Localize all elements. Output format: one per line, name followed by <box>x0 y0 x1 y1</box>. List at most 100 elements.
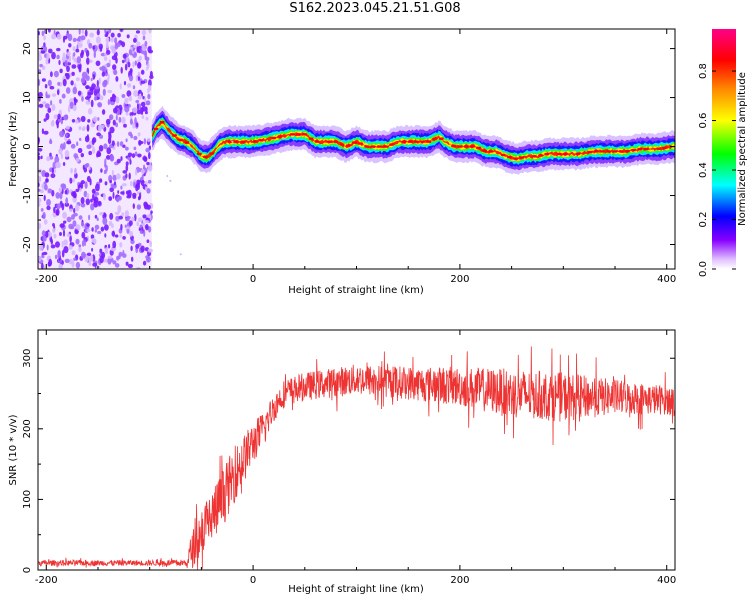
ridge-peak <box>345 144 351 147</box>
noise-speckle <box>135 243 140 249</box>
noise-speckle <box>148 226 152 233</box>
isolated-speck <box>169 179 172 182</box>
ridge-peak <box>271 136 277 140</box>
noise-speckle <box>67 62 71 66</box>
noise-speckle <box>132 203 135 209</box>
ridge-peak <box>277 135 283 138</box>
snr-xtick-label: 0 <box>250 575 256 586</box>
noise-speckle <box>109 114 114 121</box>
noise-speckle <box>94 192 100 196</box>
ridge-peak <box>252 140 258 143</box>
noise-speckle <box>96 29 100 36</box>
noise-speckle <box>61 93 66 99</box>
snr-xtick-label: 400 <box>657 575 676 586</box>
noise-speckle <box>71 71 75 76</box>
noise-speckle <box>145 106 148 113</box>
noise-speckle <box>127 83 132 88</box>
snr-xtick-label: -200 <box>35 575 58 586</box>
noise-speckle <box>75 48 80 53</box>
ridge-peak <box>519 156 525 159</box>
noise-speckle <box>116 158 121 164</box>
noise-speckle <box>64 202 70 207</box>
noise-speckle <box>43 219 48 225</box>
noise-speckle <box>93 200 99 208</box>
noise-speckle <box>133 181 136 188</box>
noise-speckle <box>126 194 132 199</box>
noise-speckle <box>50 71 53 78</box>
noise-speckle <box>55 162 61 169</box>
noise-speckle <box>104 258 109 263</box>
noise-speckle <box>56 47 61 52</box>
noise-speckle <box>53 114 59 119</box>
noise-speckle <box>62 162 66 166</box>
noise-speckle <box>53 233 57 239</box>
noise-speckle <box>84 225 87 233</box>
noise-speckle <box>105 37 110 43</box>
noise-speckle <box>41 78 47 82</box>
noise-speckle <box>120 156 123 161</box>
noise-speckle <box>70 143 76 149</box>
noise-speckle <box>143 229 146 237</box>
noise-speckle <box>42 235 47 242</box>
noise-speckle <box>43 34 46 41</box>
noise-speckle <box>125 190 130 195</box>
ridge-peak <box>370 145 376 148</box>
noise-speckle <box>103 79 108 85</box>
noise-speckle <box>55 241 60 248</box>
snr-frame <box>37 329 676 571</box>
noise-speckle <box>40 50 46 54</box>
noise-speckle <box>88 150 92 156</box>
noise-speckle <box>127 152 133 158</box>
noise-speckle <box>87 119 91 123</box>
noise-speckle <box>56 203 61 210</box>
noise-speckle <box>145 100 151 106</box>
ridge-peak <box>172 134 177 137</box>
noise-speckle <box>67 105 71 113</box>
noise-speckle <box>62 35 66 43</box>
noise-speckle <box>38 54 42 61</box>
noise-speckle <box>100 226 105 232</box>
noise-speckle <box>84 29 88 37</box>
noise-speckle <box>114 234 119 238</box>
noise-speckle <box>103 193 106 201</box>
noise-speckle <box>38 202 41 207</box>
noise-speckle <box>57 81 61 86</box>
noise-speckle <box>91 227 94 232</box>
noise-speckle <box>140 80 146 84</box>
noise-speckle <box>72 104 77 112</box>
noise-speckle <box>99 178 103 183</box>
noise-speckle <box>99 248 103 254</box>
noise-speckle <box>47 107 52 113</box>
noise-speckle <box>136 221 139 227</box>
noise-speckle <box>60 153 64 160</box>
noise-speckle <box>65 73 70 80</box>
noise-speckle <box>142 214 147 219</box>
colorbar-gradient <box>712 29 736 269</box>
noise-speckle <box>80 203 86 208</box>
noise-speckle <box>69 235 72 243</box>
noise-speckle <box>126 228 130 234</box>
noise-speckle <box>111 230 116 237</box>
noise-speckle <box>104 224 109 231</box>
noise-speckle <box>115 115 118 121</box>
noise-speckle <box>106 31 109 37</box>
noise-speckle <box>133 135 138 141</box>
noise-speckle <box>112 191 115 199</box>
noise-speckle <box>71 119 76 123</box>
noise-speckle <box>94 86 100 90</box>
noise-speckle <box>63 246 69 254</box>
noise-speckle <box>82 126 86 131</box>
noise-speckle <box>105 41 109 49</box>
noise-speckle <box>145 224 149 231</box>
ridge-peak <box>513 157 519 160</box>
noise-speckle <box>45 94 51 99</box>
snr-ytick-label: 300 <box>22 349 33 368</box>
noise-speckle <box>64 258 70 263</box>
noise-speckle <box>144 97 147 103</box>
noise-speckle <box>81 29 85 35</box>
noise-speckle <box>136 103 139 111</box>
ridge-peak <box>538 154 544 157</box>
noise-speckle <box>146 161 150 166</box>
spectrogram-ticks: -200 0 200 400 -20 -10 0 10 20 <box>22 29 676 285</box>
ridge-peak <box>556 152 562 156</box>
